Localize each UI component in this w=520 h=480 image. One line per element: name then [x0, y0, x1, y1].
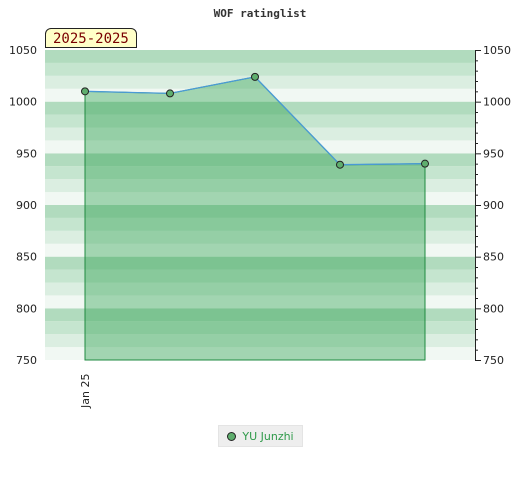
data-point — [166, 89, 174, 98]
left-tick-label: 850 — [16, 251, 37, 264]
data-point — [81, 87, 89, 96]
left-tick-label: 950 — [16, 147, 37, 160]
band — [45, 243, 475, 257]
right-tick-label: 1050 — [483, 44, 511, 57]
data-point — [251, 72, 259, 81]
band — [45, 192, 475, 205]
data-point — [336, 160, 344, 169]
right-tick-label: 850 — [483, 251, 504, 264]
band — [45, 166, 475, 180]
band — [45, 230, 475, 244]
right-tick-label: 750 — [483, 354, 504, 367]
legend[interactable]: YU Junzhi — [218, 425, 303, 447]
band — [45, 140, 475, 154]
chart-title: WOF ratinglist — [214, 7, 307, 20]
band — [45, 308, 475, 322]
band — [45, 50, 475, 63]
left-tick-label: 1000 — [9, 96, 37, 109]
band — [45, 217, 475, 231]
band — [45, 153, 475, 167]
left-tick-label: 800 — [16, 302, 37, 315]
band — [45, 62, 475, 76]
right-y-axis: 750 800 850 900 950 1000 1050 — [475, 44, 511, 367]
x-tick-label: Jan 25 — [79, 374, 92, 409]
band — [45, 179, 475, 193]
band — [45, 88, 475, 102]
band — [45, 205, 475, 218]
legend-series-label: YU Junzhi — [242, 429, 294, 443]
band — [45, 256, 475, 270]
legend-marker-icon — [227, 431, 237, 441]
x-axis: Jan 25 — [79, 374, 92, 409]
plot-series — [81, 72, 429, 361]
right-tick-label: 1000 — [483, 96, 511, 109]
band — [45, 295, 475, 309]
left-tick-label: 900 — [16, 199, 37, 212]
right-tick-label: 950 — [483, 147, 504, 160]
left-tick-label: 1050 — [9, 44, 37, 57]
band — [45, 347, 475, 360]
band — [45, 114, 475, 128]
band — [45, 321, 475, 335]
right-tick-label: 800 — [483, 302, 504, 315]
left-tick-label: 750 — [16, 354, 37, 367]
band — [45, 282, 475, 296]
period-label: 2025-2025 — [45, 28, 137, 48]
left-y-axis: 750 800 850 900 950 1000 1050 — [9, 44, 37, 367]
right-tick-label: 900 — [483, 199, 504, 212]
band — [45, 269, 475, 283]
band — [45, 101, 475, 115]
band — [45, 334, 475, 348]
background-bands — [45, 50, 475, 360]
band — [45, 127, 475, 141]
data-point — [421, 159, 429, 168]
